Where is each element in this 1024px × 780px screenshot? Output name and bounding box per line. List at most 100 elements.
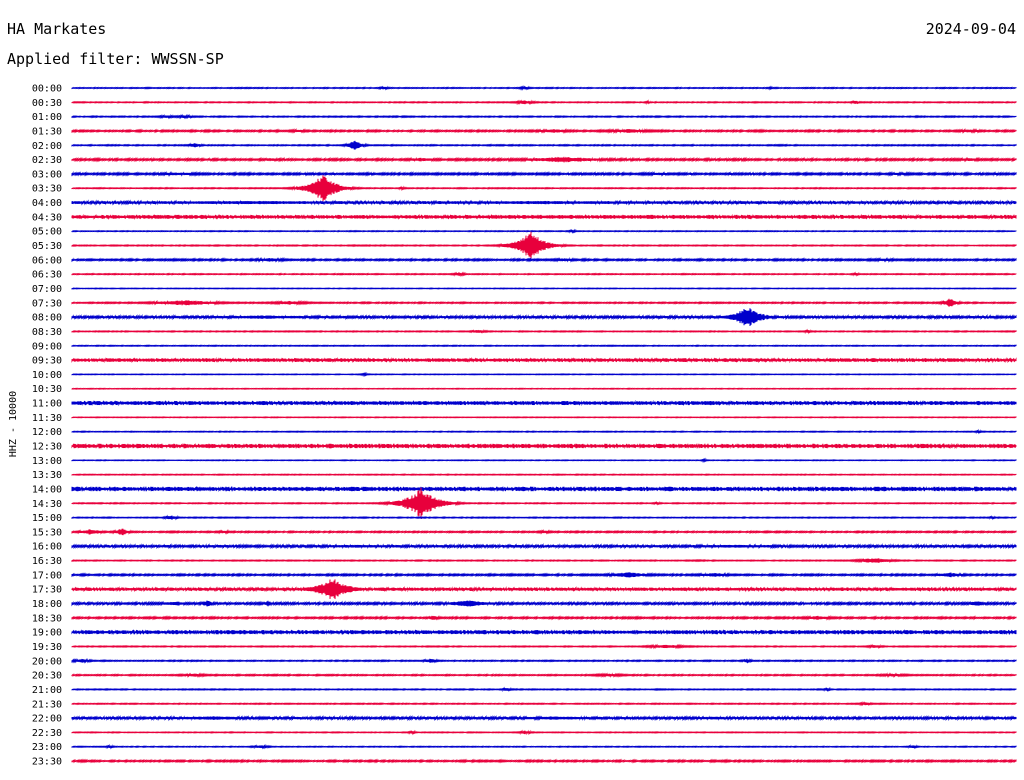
time-tick-label: 08:00 bbox=[32, 313, 62, 324]
trace-0530 bbox=[71, 231, 1017, 260]
trace-2130 bbox=[71, 701, 1017, 707]
trace-1630 bbox=[71, 557, 1017, 564]
time-tick-label: 21:00 bbox=[32, 685, 62, 696]
trace-1100 bbox=[71, 399, 1017, 407]
trace-0900 bbox=[71, 344, 1017, 348]
trace-1130 bbox=[71, 416, 1017, 419]
trace-1700 bbox=[71, 572, 1017, 578]
trace-0200 bbox=[71, 140, 1017, 150]
trace-0800 bbox=[71, 308, 1017, 327]
filter-label: Applied filter: WWSSN-SP bbox=[7, 50, 224, 68]
trace-1830 bbox=[71, 615, 1017, 621]
trace-2300 bbox=[71, 743, 1017, 750]
trace-0300 bbox=[71, 170, 1017, 177]
time-tick-label: 23:00 bbox=[32, 742, 62, 753]
time-tick-label: 22:30 bbox=[32, 728, 62, 739]
time-tick-label: 02:00 bbox=[32, 141, 62, 152]
trace-2030 bbox=[71, 672, 1017, 678]
trace-0600 bbox=[71, 256, 1017, 263]
trace-1730 bbox=[71, 579, 1017, 600]
time-tick-label: 14:30 bbox=[32, 499, 62, 510]
trace-0930 bbox=[71, 356, 1017, 364]
time-tick-label: 09:00 bbox=[32, 341, 62, 352]
time-tick-label: 05:00 bbox=[32, 227, 62, 238]
trace-1800 bbox=[71, 600, 1017, 607]
trace-2330 bbox=[71, 758, 1017, 764]
time-tick-label: 18:00 bbox=[32, 599, 62, 610]
time-tick-label: 04:00 bbox=[32, 198, 62, 209]
trace-group bbox=[71, 85, 1017, 764]
time-tick-label: 12:00 bbox=[32, 427, 62, 438]
trace-2200 bbox=[71, 714, 1017, 722]
time-tick-label: 11:30 bbox=[32, 413, 62, 424]
time-tick-label: 09:30 bbox=[32, 356, 62, 367]
station-title: HA Markates bbox=[7, 20, 107, 38]
time-tick-label: 15:30 bbox=[32, 527, 62, 538]
trace-0830 bbox=[71, 328, 1017, 335]
time-tick-label: 00:30 bbox=[32, 98, 62, 109]
time-tick-label: 13:30 bbox=[32, 470, 62, 481]
time-tick-label: 11:00 bbox=[32, 399, 62, 410]
trace-1230 bbox=[71, 442, 1017, 450]
trace-1030 bbox=[71, 387, 1017, 391]
time-tick-label: 22:00 bbox=[32, 714, 62, 725]
trace-0630 bbox=[71, 271, 1017, 278]
trace-0400 bbox=[71, 199, 1017, 206]
time-tick-label: 19:30 bbox=[32, 642, 62, 653]
trace-1430 bbox=[71, 487, 1017, 519]
trace-0730 bbox=[71, 298, 1017, 307]
time-tick-label: 21:30 bbox=[32, 699, 62, 710]
trace-0000 bbox=[71, 85, 1017, 91]
trace-0130 bbox=[71, 128, 1017, 134]
time-tick-label: 10:30 bbox=[32, 384, 62, 395]
trace-0330 bbox=[71, 175, 1017, 202]
trace-1900 bbox=[71, 629, 1017, 636]
time-tick-label: 17:30 bbox=[32, 585, 62, 596]
time-tick-label: 17:00 bbox=[32, 570, 62, 581]
time-tick-label: 13:00 bbox=[32, 456, 62, 467]
time-tick-label: 16:30 bbox=[32, 556, 62, 567]
time-tick-label: 15:00 bbox=[32, 513, 62, 524]
trace-1930 bbox=[71, 643, 1017, 650]
time-tick-label: 01:30 bbox=[32, 126, 62, 137]
time-tick-label: 07:00 bbox=[32, 284, 62, 295]
trace-1600 bbox=[71, 543, 1017, 550]
trace-2100 bbox=[71, 686, 1017, 693]
trace-1300 bbox=[71, 457, 1017, 464]
time-tick-label: 16:00 bbox=[32, 542, 62, 553]
time-tick-label: 02:30 bbox=[32, 155, 62, 166]
time-tick-label: 07:30 bbox=[32, 298, 62, 309]
trace-1330 bbox=[71, 473, 1017, 477]
time-tick-label: 18:30 bbox=[32, 613, 62, 624]
trace-0030 bbox=[71, 99, 1017, 106]
time-tick-label: 10:00 bbox=[32, 370, 62, 381]
time-tick-label: 20:30 bbox=[32, 671, 62, 682]
trace-1000 bbox=[71, 371, 1017, 378]
time-tick-label: 06:00 bbox=[32, 255, 62, 266]
time-tick-label: 23:30 bbox=[32, 757, 62, 768]
time-tick-label: 12:30 bbox=[32, 442, 62, 453]
time-tick-label: 03:30 bbox=[32, 184, 62, 195]
trace-0500 bbox=[71, 228, 1017, 234]
trace-0230 bbox=[71, 156, 1017, 163]
trace-1200 bbox=[71, 428, 1017, 435]
time-tick-label: 05:30 bbox=[32, 241, 62, 252]
time-tick-label: 01:00 bbox=[32, 112, 62, 123]
trace-2000 bbox=[71, 658, 1017, 664]
time-tick-group: 00:00 00:30 01:00 01:30 02:00 02:30 03:00 03:30… bbox=[32, 84, 62, 768]
time-tick-label: 20:00 bbox=[32, 656, 62, 667]
trace-2230 bbox=[71, 729, 1017, 736]
trace-1500 bbox=[71, 514, 1017, 521]
y-axis-label: HHZ - 10000 bbox=[8, 391, 19, 457]
time-tick-label: 06:30 bbox=[32, 270, 62, 281]
trace-0430 bbox=[71, 213, 1017, 221]
time-tick-label: 04:30 bbox=[32, 212, 62, 223]
time-tick-label: 03:00 bbox=[32, 169, 62, 180]
date-label: 2024-09-04 bbox=[925, 20, 1016, 38]
trace-0700 bbox=[71, 287, 1017, 290]
trace-1530 bbox=[71, 528, 1017, 536]
time-tick-label: 14:00 bbox=[32, 484, 62, 495]
time-tick-label: 00:00 bbox=[32, 84, 62, 95]
trace-1400 bbox=[71, 485, 1017, 493]
